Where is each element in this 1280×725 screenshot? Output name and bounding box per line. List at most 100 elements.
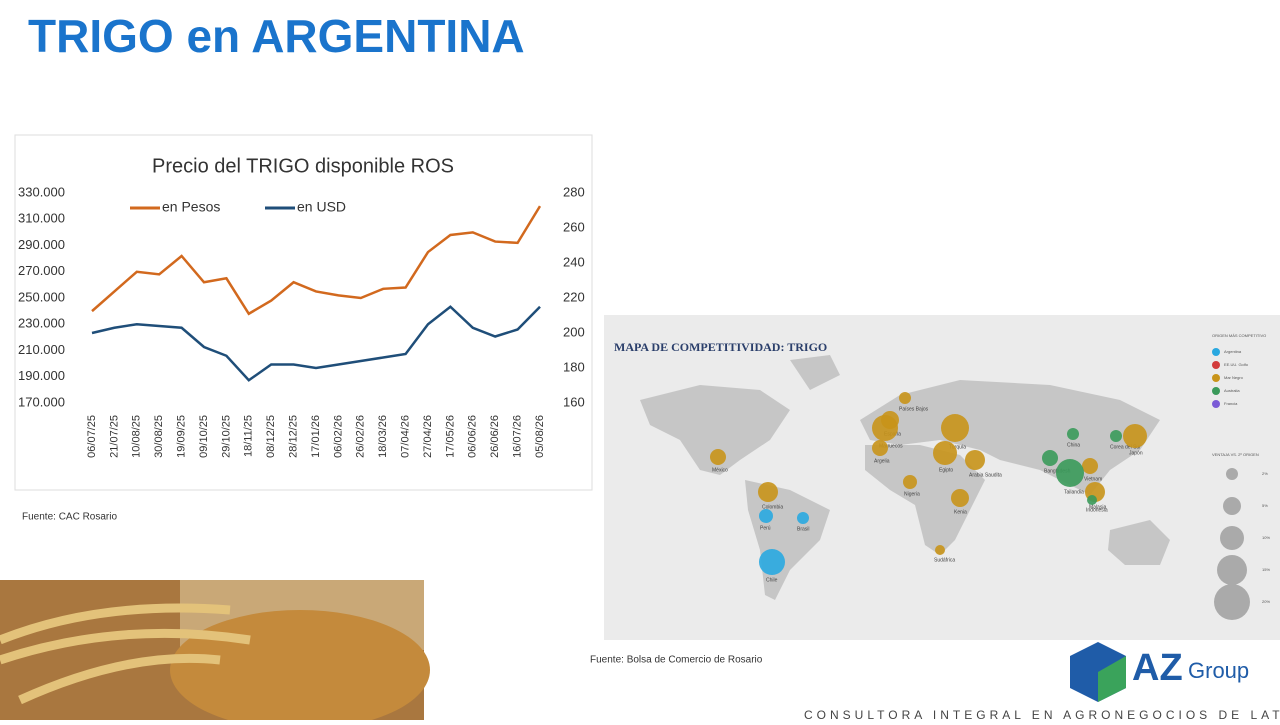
x-tick-label: 06/07/25 [86, 415, 98, 458]
logo-name: AZ [1132, 647, 1183, 689]
x-tick-label: 17/05/26 [444, 415, 456, 458]
x-tick-label: 18/03/26 [377, 415, 389, 458]
x-tick-label: 27/04/26 [422, 415, 434, 458]
map-country-label: Turquía [949, 444, 966, 450]
y2-tick-label: 280 [563, 184, 585, 199]
x-tick-label: 07/04/26 [400, 415, 412, 458]
chart-source: Fuente: CAC Rosario [22, 512, 117, 523]
map-bubble [951, 489, 969, 507]
x-tick-label: 16/07/26 [512, 415, 524, 458]
map-size-legend-title: VENTAJA VS. 2º ORIGEN [1212, 452, 1259, 457]
y-tick-label: 250.000 [18, 289, 65, 304]
x-tick-label: 05/08/26 [534, 415, 546, 458]
map-size-dot [1214, 584, 1250, 620]
map-country-label: Brasil [797, 526, 810, 532]
x-tick-label: 21/07/25 [108, 415, 120, 458]
map-country-label: Perú [760, 525, 771, 531]
map-country-label: Indonesia [1086, 507, 1108, 513]
map-bubble [759, 549, 785, 575]
map-title: MAPA DE COMPETITIVIDAD: TRIGO [614, 340, 827, 354]
map-bubble [1056, 459, 1084, 487]
y-tick-label: 270.000 [18, 263, 65, 278]
map-legend-label: EE.UU. Golfo [1224, 362, 1249, 367]
map-country-label: Tailandia [1064, 489, 1084, 495]
map-country-label: Egipto [939, 467, 953, 473]
map-country-label: Kenia [954, 509, 967, 515]
map-size-dot [1220, 526, 1244, 550]
map-country-label: Nigeria [904, 491, 920, 497]
wheat-photo [0, 580, 430, 725]
series-line [91, 205, 542, 316]
map-size-label: 5% [1262, 503, 1268, 508]
map-country-label: Vietnam [1084, 476, 1102, 482]
x-tick-label: 30/08/25 [153, 415, 165, 458]
y2-tick-label: 200 [563, 324, 585, 339]
map-legend-dot [1212, 374, 1220, 382]
map-size-dot [1223, 497, 1241, 515]
legend-label: en Pesos [162, 199, 220, 215]
logo-suffix: Group [1188, 658, 1249, 683]
series-line [91, 305, 541, 382]
map-legend-dot [1212, 400, 1220, 408]
map-bubble [933, 441, 957, 465]
map-country-label: Argelia [874, 458, 890, 464]
map-legend-dot [1212, 387, 1220, 395]
map-country-label: Sudáfrica [934, 557, 955, 563]
y-tick-label: 170.000 [18, 394, 65, 409]
map-source: Fuente: Bolsa de Comercio de Rosario [590, 655, 763, 666]
map-legend-label: Mar Negro [1224, 375, 1244, 380]
y-tick-label: 330.000 [18, 184, 65, 199]
map-size-dot [1226, 468, 1238, 480]
x-tick-label: 08/12/25 [265, 415, 277, 458]
chart-frame [14, 134, 593, 491]
map-size-dot [1217, 555, 1247, 585]
y2-tick-label: 180 [563, 359, 585, 374]
y-tick-label: 310.000 [18, 211, 65, 226]
map-legend-dot [1212, 361, 1220, 369]
map-legend-title: ORIGEN MÁS COMPETITIVO [1212, 333, 1266, 338]
map-bubble [1042, 450, 1058, 466]
map-bubble [941, 414, 969, 442]
map-bubble [872, 440, 888, 456]
map-bubble [1082, 458, 1098, 474]
map-bubble [1067, 428, 1079, 440]
y-tick-label: 190.000 [18, 368, 65, 383]
x-tick-label: 09/10/25 [198, 415, 210, 458]
y-tick-label: 230.000 [18, 316, 65, 331]
x-tick-label: 18/11/25 [243, 415, 255, 457]
map-legend-label: Australia [1224, 388, 1240, 393]
map-country-label: China [1067, 442, 1080, 448]
map-bubble [935, 545, 945, 555]
map-legend-label: Francia [1224, 401, 1238, 406]
map-bubble [797, 512, 809, 524]
logo-mark [1070, 642, 1126, 702]
y2-tick-label: 220 [563, 289, 585, 304]
map-country-label: Marruecos [879, 443, 903, 449]
map-legend-label: Argentina [1224, 349, 1242, 354]
map-bubble [1110, 430, 1122, 442]
map-country-label: México [712, 467, 728, 473]
map-country-label: Arabia Saudita [969, 472, 1002, 478]
map-size-label: 20% [1262, 599, 1270, 604]
map-bubble [899, 392, 911, 404]
map-size-label: 2% [1262, 471, 1268, 476]
map-bubble [965, 450, 985, 470]
map-bubble [759, 509, 773, 523]
y2-tick-label: 260 [563, 219, 585, 234]
map-size-label: 10% [1262, 535, 1270, 540]
slide-title: TRIGO en ARGENTINA [28, 10, 525, 62]
map-country-label: Países Bajos [899, 406, 929, 412]
x-tick-label: 06/06/26 [467, 415, 479, 458]
y2-tick-label: 240 [563, 254, 585, 269]
map-country-label: Corea del Sur [1110, 444, 1141, 450]
map-bubble [872, 415, 898, 441]
map-bubble [903, 475, 917, 489]
x-tick-label: 28/12/25 [288, 415, 300, 458]
legend-label: en USD [297, 199, 346, 215]
map-country-label: Japón [1129, 450, 1143, 456]
map-bubble [1087, 495, 1097, 505]
chart-title: Precio del TRIGO disponible ROS [152, 155, 454, 177]
map-bubble [710, 449, 726, 465]
map-bubble [1123, 424, 1147, 448]
